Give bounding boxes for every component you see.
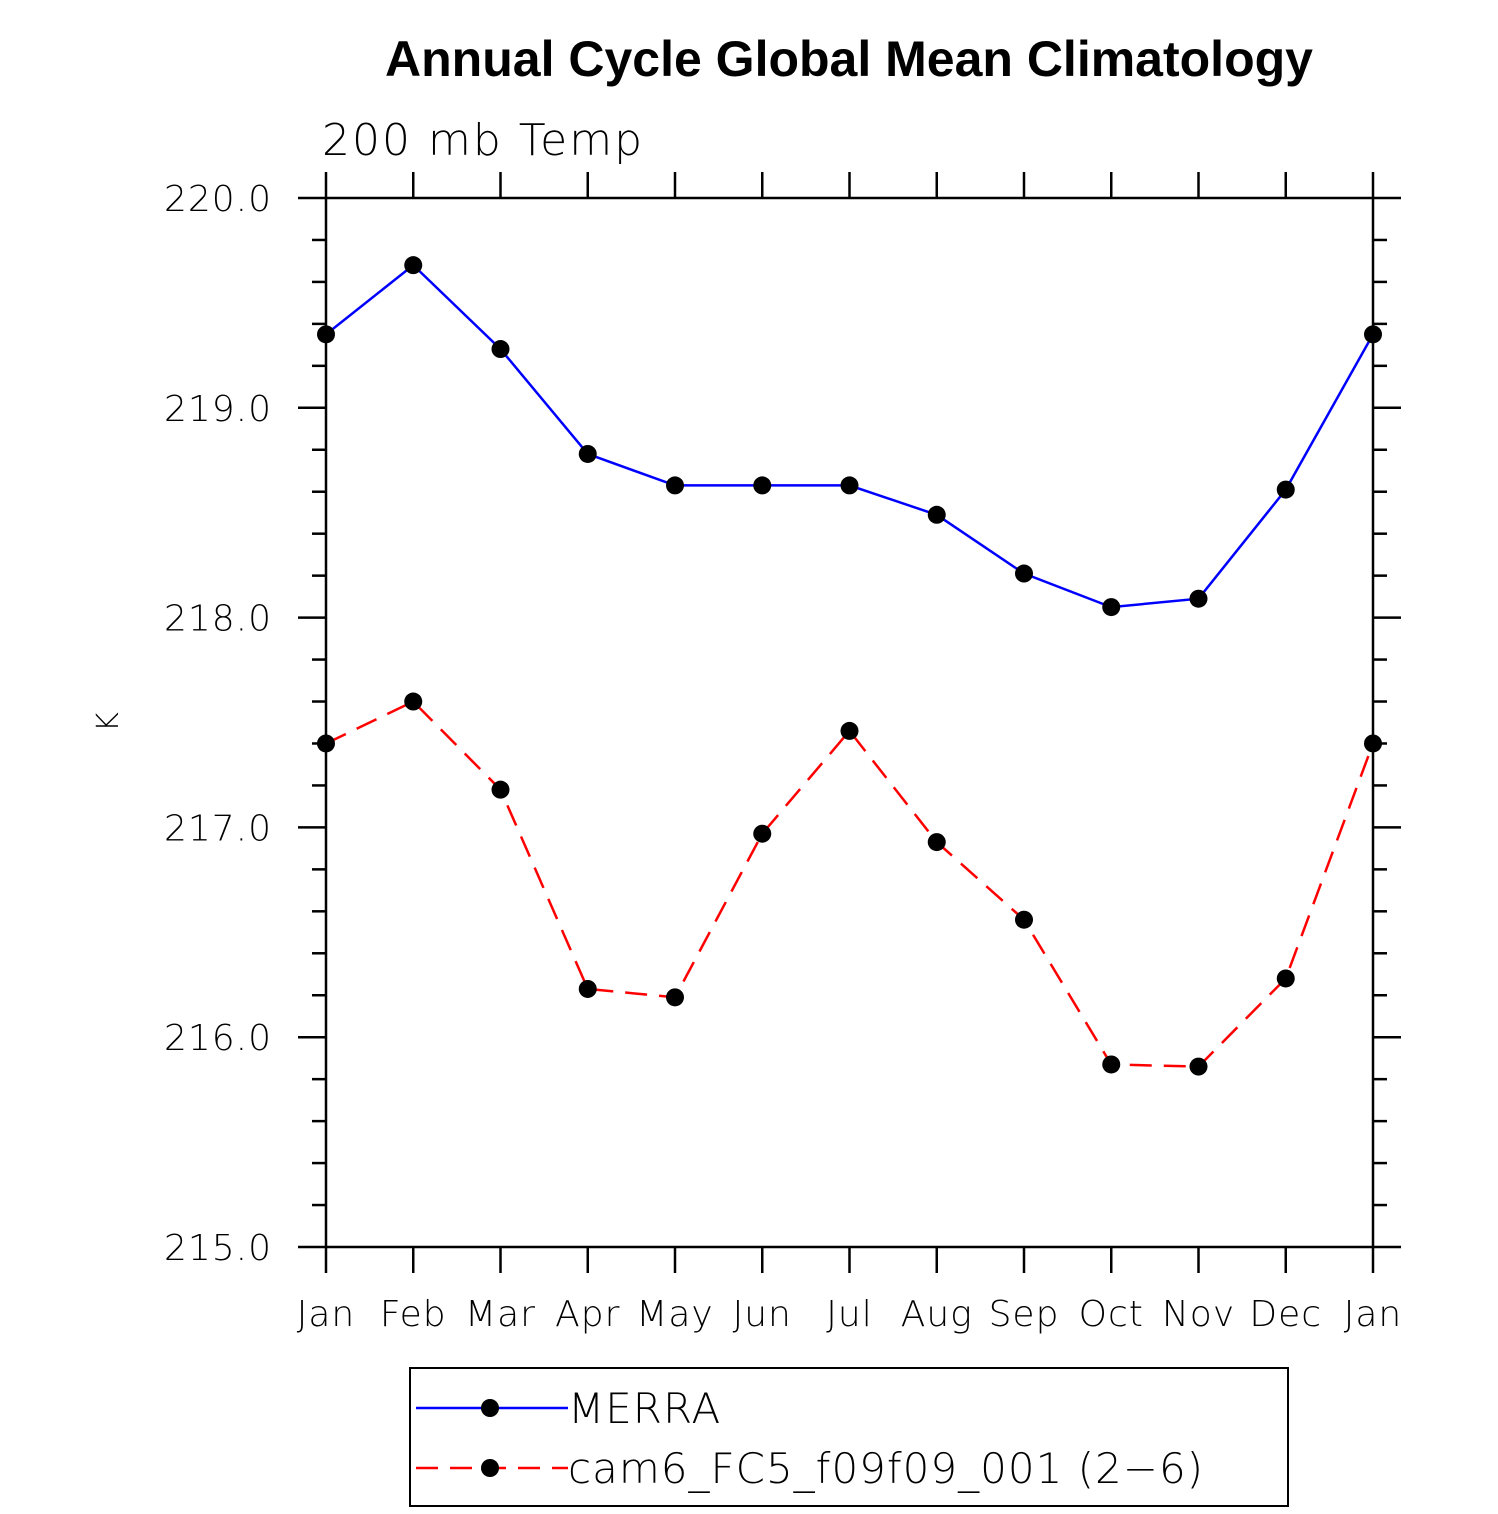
data-point bbox=[1102, 1055, 1121, 1074]
data-point bbox=[491, 780, 510, 799]
data-point bbox=[927, 505, 946, 524]
data-point bbox=[666, 476, 684, 495]
data-point bbox=[491, 340, 510, 359]
y-tick-label: 218.0 bbox=[164, 599, 272, 640]
data-point bbox=[404, 256, 423, 275]
x-tick-label: Dec bbox=[1249, 1294, 1322, 1335]
series-line-1 bbox=[325, 263, 1375, 609]
legend-label-2: cam6_FC5_f09f09_001 (2−6) bbox=[568, 1444, 1204, 1493]
data-point bbox=[317, 325, 335, 344]
data-point bbox=[317, 734, 335, 753]
x-tick-label: Jan bbox=[1344, 1294, 1403, 1335]
data-point bbox=[1276, 480, 1295, 499]
data-point bbox=[1276, 969, 1295, 988]
data-point bbox=[840, 476, 859, 495]
legend-label-1: MERRA bbox=[568, 1384, 721, 1433]
x-tick-label: Mar bbox=[465, 1294, 536, 1335]
y-tick-label: 220.0 bbox=[164, 179, 272, 220]
data-point bbox=[578, 979, 597, 998]
x-tick-label: Jun bbox=[733, 1294, 792, 1335]
x-tick-label: Apr bbox=[555, 1294, 620, 1335]
data-point bbox=[1015, 910, 1033, 929]
legend-box bbox=[409, 1367, 1289, 1507]
data-point bbox=[753, 824, 772, 843]
data-point bbox=[666, 988, 684, 1007]
x-tick-label: Nov bbox=[1162, 1294, 1235, 1335]
x-tick-label: Sep bbox=[989, 1294, 1060, 1335]
data-point bbox=[1364, 734, 1382, 753]
data-point bbox=[753, 476, 772, 495]
x-tick-label: Oct bbox=[1079, 1294, 1144, 1335]
data-point bbox=[1102, 598, 1121, 617]
legend-marker bbox=[481, 1399, 499, 1417]
y-tick-label: 219.0 bbox=[164, 389, 272, 430]
x-tick-label: Aug bbox=[901, 1294, 973, 1335]
series-layer bbox=[317, 256, 1382, 1076]
x-tick-label: Jan bbox=[297, 1294, 356, 1335]
data-point bbox=[578, 444, 597, 463]
axes: Jan Feb Mar Apr May Jun Jul Aug Sep Oct Nov Dec Jan 2… bbox=[164, 172, 1403, 1335]
data-point bbox=[1015, 564, 1033, 583]
y-tick-label: 216.0 bbox=[164, 1018, 272, 1059]
data-point bbox=[1189, 589, 1208, 608]
y-tick-label: 217.0 bbox=[164, 808, 272, 849]
data-point bbox=[404, 692, 423, 711]
legend-marker bbox=[481, 1459, 499, 1477]
x-tick-label: Feb bbox=[380, 1294, 447, 1335]
series-line-2 bbox=[325, 700, 1375, 1068]
data-point bbox=[1364, 325, 1382, 344]
data-point bbox=[927, 833, 946, 852]
data-point bbox=[1189, 1057, 1208, 1076]
legend: MERRA cam6_FC5_f09f09_001 (2−6) bbox=[409, 1367, 1289, 1507]
y-tick-label: 215.0 bbox=[164, 1228, 272, 1269]
x-tick-label: May bbox=[636, 1294, 713, 1335]
y-axis-label: K bbox=[91, 712, 126, 732]
x-tick-label: Jul bbox=[826, 1294, 872, 1335]
chart-title: Annual Cycle Global Mean Climatology bbox=[385, 31, 1313, 87]
data-point bbox=[840, 721, 859, 740]
chart-subtitle: 200 mb Temp bbox=[322, 115, 644, 166]
